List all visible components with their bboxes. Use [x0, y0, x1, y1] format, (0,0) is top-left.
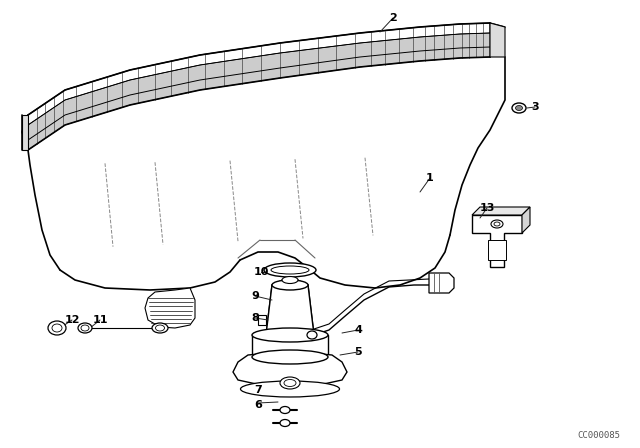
Text: 12: 12 — [64, 315, 80, 325]
Ellipse shape — [81, 325, 89, 331]
Ellipse shape — [280, 406, 290, 414]
Polygon shape — [488, 240, 506, 260]
Polygon shape — [252, 335, 328, 357]
Ellipse shape — [152, 323, 168, 333]
Ellipse shape — [284, 379, 296, 387]
Ellipse shape — [512, 103, 526, 113]
Polygon shape — [22, 115, 28, 150]
Text: 6: 6 — [254, 400, 262, 410]
Polygon shape — [28, 33, 490, 150]
Ellipse shape — [271, 266, 309, 274]
Ellipse shape — [280, 377, 300, 389]
Polygon shape — [429, 273, 454, 293]
Ellipse shape — [156, 325, 164, 331]
Ellipse shape — [48, 321, 66, 335]
Polygon shape — [28, 23, 490, 140]
Text: 5: 5 — [354, 347, 362, 357]
Ellipse shape — [272, 280, 308, 290]
Polygon shape — [233, 352, 347, 389]
Polygon shape — [522, 207, 530, 233]
Text: 7: 7 — [254, 385, 262, 395]
Text: 4: 4 — [354, 325, 362, 335]
Ellipse shape — [282, 276, 298, 284]
Ellipse shape — [491, 220, 503, 228]
Ellipse shape — [280, 419, 290, 426]
Text: 9: 9 — [251, 291, 259, 301]
Ellipse shape — [52, 324, 62, 332]
Polygon shape — [266, 285, 314, 335]
Ellipse shape — [252, 350, 328, 364]
Ellipse shape — [515, 105, 522, 111]
Ellipse shape — [241, 381, 339, 397]
Ellipse shape — [307, 331, 317, 339]
Polygon shape — [490, 23, 505, 57]
Ellipse shape — [252, 328, 328, 342]
Text: 1: 1 — [426, 173, 434, 183]
Text: 11: 11 — [92, 315, 108, 325]
Text: 10: 10 — [253, 267, 269, 277]
Polygon shape — [472, 215, 522, 267]
Polygon shape — [145, 288, 195, 328]
Text: 8: 8 — [251, 313, 259, 323]
Polygon shape — [472, 207, 530, 215]
Ellipse shape — [264, 263, 316, 277]
Polygon shape — [258, 315, 266, 325]
Text: CC000085: CC000085 — [577, 431, 620, 439]
Ellipse shape — [78, 323, 92, 333]
Ellipse shape — [494, 222, 500, 226]
Text: 2: 2 — [389, 13, 397, 23]
Text: 3: 3 — [531, 102, 539, 112]
Text: 13: 13 — [479, 203, 495, 213]
